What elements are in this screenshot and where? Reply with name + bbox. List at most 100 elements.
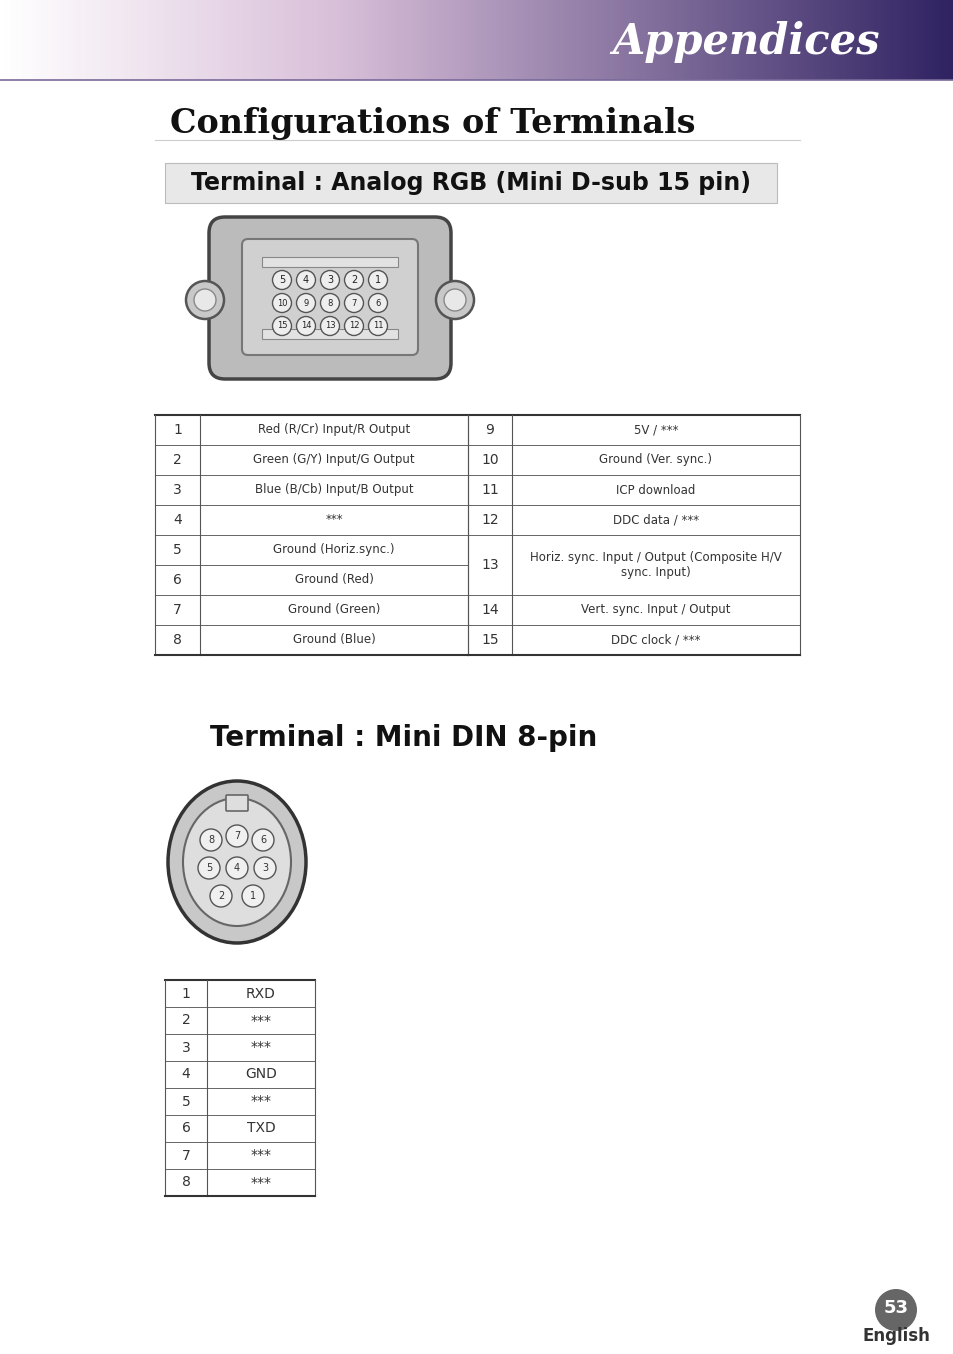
Bar [400, 0, 404, 80]
Bar [254, 0, 258, 80]
Bar [769, 0, 773, 80]
Bar [394, 0, 398, 80]
Bar [784, 0, 789, 80]
Bar [181, 0, 185, 80]
Bar [83, 0, 87, 80]
Bar [7, 0, 10, 80]
Bar [598, 0, 601, 80]
Bar [594, 0, 598, 80]
Bar [16, 0, 20, 80]
Bar [674, 0, 678, 80]
Bar [905, 0, 909, 80]
Bar [191, 0, 194, 80]
Bar [270, 0, 274, 80]
Text: 7: 7 [181, 1148, 191, 1163]
Bar [136, 0, 141, 80]
Bar [486, 0, 490, 80]
Bar [565, 0, 570, 80]
Bar [460, 0, 465, 80]
Bar [48, 0, 51, 80]
Bar [641, 0, 646, 80]
Bar [660, 0, 665, 80]
Bar [603, 0, 608, 80]
Bar [324, 0, 328, 80]
Circle shape [296, 271, 315, 290]
Bar [607, 0, 611, 80]
Bar [753, 0, 757, 80]
Bar [941, 0, 944, 80]
Bar [483, 0, 487, 80]
Bar [232, 0, 236, 80]
Text: 6: 6 [259, 835, 266, 845]
Bar [3, 0, 8, 80]
Bar [559, 0, 563, 80]
Bar [788, 0, 792, 80]
Text: 7: 7 [172, 603, 182, 617]
Bar [883, 0, 887, 80]
Bar [219, 0, 223, 80]
Bar [855, 0, 859, 80]
Bar [369, 0, 373, 80]
Bar [705, 0, 709, 80]
Bar [245, 0, 249, 80]
Text: 1: 1 [172, 422, 182, 437]
Bar [45, 0, 49, 80]
Bar [626, 0, 630, 80]
Text: 7: 7 [351, 298, 356, 307]
Bar [581, 0, 585, 80]
Bar [515, 0, 518, 80]
Text: 3: 3 [327, 275, 333, 284]
Bar [813, 0, 818, 80]
Bar [70, 0, 74, 80]
Bar [422, 0, 427, 80]
Bar [241, 0, 246, 80]
Text: Horiz. sync. Input / Output (Composite H/V
sync. Input): Horiz. sync. Input / Output (Composite H… [530, 551, 781, 580]
Bar [114, 0, 118, 80]
Bar [639, 0, 642, 80]
Bar [902, 0, 906, 80]
Circle shape [344, 271, 363, 290]
Bar [108, 0, 112, 80]
Bar [721, 0, 725, 80]
Bar [150, 0, 153, 80]
Bar [584, 0, 589, 80]
Bar [822, 0, 827, 80]
Bar [517, 0, 522, 80]
Circle shape [242, 886, 264, 907]
Bar [286, 0, 290, 80]
Bar [262, 257, 397, 267]
Bar [162, 0, 166, 80]
Circle shape [273, 317, 292, 336]
Bar [524, 0, 528, 80]
Bar [86, 0, 90, 80]
Bar [841, 0, 846, 80]
Text: 8: 8 [172, 634, 182, 647]
Text: 5: 5 [278, 275, 285, 284]
Text: 3: 3 [181, 1040, 191, 1055]
Circle shape [436, 282, 474, 320]
Bar [283, 0, 287, 80]
Bar [216, 0, 220, 80]
Bar [73, 0, 77, 80]
Bar [658, 0, 661, 80]
Bar [779, 0, 782, 80]
Bar [251, 0, 255, 80]
Circle shape [296, 294, 315, 313]
Bar [715, 0, 719, 80]
Bar [262, 329, 397, 338]
Bar [295, 0, 299, 80]
Bar [57, 0, 61, 80]
Bar [479, 0, 484, 80]
Bar [867, 0, 871, 80]
Bar [308, 0, 313, 80]
Text: 14: 14 [300, 321, 311, 330]
Text: 3: 3 [172, 483, 182, 497]
Bar [893, 0, 897, 80]
Bar [260, 0, 265, 80]
Text: 6: 6 [172, 573, 182, 588]
Text: ***: *** [251, 1175, 272, 1190]
Bar [98, 0, 103, 80]
Text: 8: 8 [208, 835, 213, 845]
Bar [613, 0, 618, 80]
Text: RXD: RXD [246, 987, 275, 1001]
